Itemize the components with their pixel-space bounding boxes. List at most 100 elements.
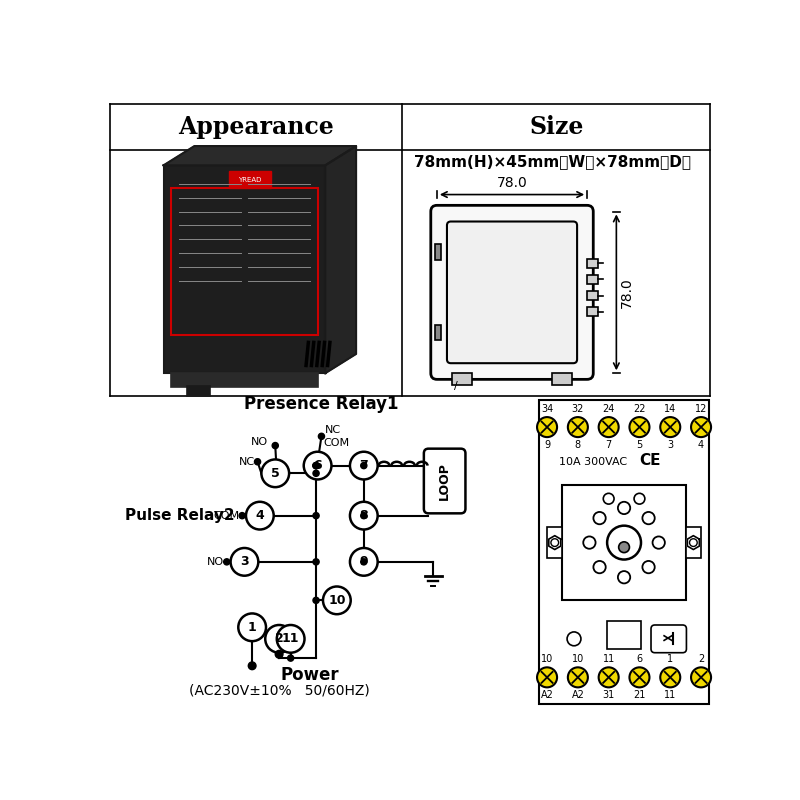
Circle shape [266,625,293,653]
Text: 10: 10 [572,654,584,664]
Text: 34: 34 [541,404,553,414]
Circle shape [238,614,266,641]
Text: 2: 2 [274,632,283,646]
Circle shape [653,537,665,549]
Text: 6: 6 [314,459,322,472]
Circle shape [618,502,630,514]
FancyBboxPatch shape [447,222,577,363]
Circle shape [287,655,294,661]
Text: (AC230V±10%   50/60HZ): (AC230V±10% 50/60HZ) [189,683,370,698]
Text: 5: 5 [271,467,280,480]
Bar [547,527,562,558]
Circle shape [361,558,367,565]
FancyBboxPatch shape [651,625,686,653]
Circle shape [660,417,680,437]
Text: 78.0: 78.0 [497,176,527,190]
Text: 21: 21 [634,690,646,701]
FancyBboxPatch shape [424,449,466,514]
Polygon shape [549,536,561,550]
Circle shape [313,558,319,565]
Text: 8: 8 [574,440,581,450]
Circle shape [323,586,350,614]
Circle shape [262,459,289,487]
Text: CE: CE [639,453,661,468]
Circle shape [318,434,325,439]
Text: 22: 22 [634,404,646,414]
Text: 9: 9 [359,555,368,568]
Bar [171,188,318,334]
Bar [434,325,441,341]
Text: 11: 11 [602,654,614,664]
Bar [587,291,598,300]
Bar [562,485,686,600]
Circle shape [630,417,650,437]
Text: 5: 5 [636,440,642,450]
Text: 3: 3 [240,555,249,568]
Bar [587,307,598,316]
Circle shape [350,452,378,479]
Text: 31: 31 [602,690,614,701]
Text: 1: 1 [248,621,257,634]
Circle shape [248,662,256,670]
Circle shape [224,558,230,565]
Circle shape [277,625,305,653]
Polygon shape [326,146,356,373]
Circle shape [313,470,319,476]
Text: Appearance: Appearance [178,114,334,138]
Circle shape [568,667,588,687]
Text: 78.0: 78.0 [620,277,634,308]
Text: 6: 6 [636,654,642,664]
Text: NO: NO [250,437,267,446]
Circle shape [594,512,606,524]
Text: 14: 14 [664,404,676,414]
Bar [452,373,472,385]
Text: 11: 11 [282,632,299,646]
Circle shape [313,462,319,469]
Text: NC: NC [239,457,255,466]
Text: 4: 4 [698,440,704,450]
Text: 32: 32 [572,404,584,414]
Circle shape [361,462,367,469]
Circle shape [583,537,595,549]
Circle shape [568,417,588,437]
Circle shape [634,494,645,504]
Circle shape [313,462,319,469]
Text: 10A 300VAC: 10A 300VAC [558,457,626,466]
Text: LOOP: LOOP [438,462,451,500]
Circle shape [691,667,711,687]
Circle shape [551,538,558,546]
Text: NC: NC [326,425,342,435]
Text: Size: Size [529,114,583,138]
Circle shape [642,561,654,574]
Text: 8: 8 [359,509,368,522]
Circle shape [607,526,641,559]
Text: NO: NO [207,557,225,567]
Circle shape [313,462,319,469]
Circle shape [313,598,319,603]
Bar [171,373,318,387]
Text: COM: COM [324,438,350,448]
Polygon shape [163,146,356,166]
Circle shape [313,513,319,518]
Circle shape [603,494,614,504]
Bar [186,386,210,396]
Circle shape [361,513,367,518]
Text: 78mm(H)×45mm（W）×78mm（D）: 78mm(H)×45mm（W）×78mm（D） [414,154,691,169]
Text: A2: A2 [571,690,584,701]
Circle shape [350,548,378,576]
Text: 12: 12 [695,404,707,414]
Circle shape [618,571,630,583]
Circle shape [537,667,557,687]
Text: 7: 7 [359,459,368,472]
Text: YREAD: YREAD [238,177,262,183]
Text: 9: 9 [544,440,550,450]
Text: Power: Power [281,666,339,684]
Circle shape [230,548,258,576]
Bar [607,621,641,649]
Circle shape [304,452,331,479]
Circle shape [254,458,261,465]
Text: 4: 4 [255,509,264,522]
Text: 3: 3 [667,440,674,450]
Circle shape [275,650,283,658]
Circle shape [272,442,278,449]
